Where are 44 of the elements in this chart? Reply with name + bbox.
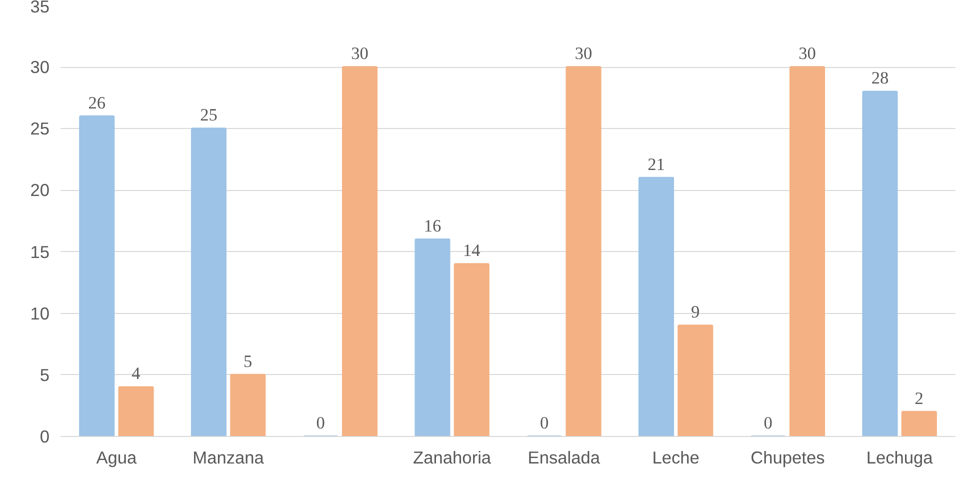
data-label: 2	[914, 388, 924, 408]
data-label: 0	[316, 414, 325, 432]
y-tick-label: 10	[30, 303, 50, 324]
bar	[79, 115, 115, 436]
bar	[190, 128, 227, 436]
data-label: 4	[132, 364, 141, 384]
bar	[118, 386, 154, 436]
bar	[566, 66, 602, 436]
x-tick-label: Lechuga	[866, 448, 934, 468]
data-label: 30	[574, 44, 592, 64]
bar	[414, 238, 450, 436]
data-label: 21	[648, 154, 665, 174]
x-tick-label: Chupetes	[750, 448, 826, 468]
bar	[862, 90, 898, 436]
x-tick-label: Manzana	[192, 448, 264, 468]
bar	[638, 176, 674, 436]
data-label: 26	[88, 93, 106, 112]
data-label: 25	[200, 106, 218, 125]
bar	[789, 66, 826, 436]
x-tick-label: Ensalada	[528, 448, 600, 468]
data-label: 30	[351, 44, 368, 64]
data-label: 0	[764, 414, 772, 432]
data-label: 5	[244, 352, 252, 371]
data-label: 30	[798, 44, 816, 64]
y-tick-label: 0	[40, 426, 50, 446]
y-tick-label: 5	[40, 364, 50, 385]
data-label: 16	[424, 216, 442, 236]
data-label: 0	[540, 414, 549, 432]
data-label: 28	[871, 68, 889, 88]
bar	[342, 66, 378, 436]
y-tick-label: 25	[30, 118, 50, 139]
x-tick-label: Leche	[652, 448, 700, 468]
data-label: 14	[462, 241, 481, 260]
y-tick-label: 30	[30, 57, 50, 78]
bar	[901, 410, 937, 436]
bar	[454, 263, 490, 436]
data-label: 9	[691, 302, 700, 322]
x-tick-label: Agua	[96, 448, 138, 468]
y-tick-label: 15	[30, 242, 50, 262]
x-tick-label: Zanahoria	[413, 448, 492, 468]
bar	[230, 374, 266, 436]
bar	[678, 324, 714, 436]
y-tick-label: 35	[30, 0, 50, 16]
y-tick-label: 20	[30, 180, 50, 200]
